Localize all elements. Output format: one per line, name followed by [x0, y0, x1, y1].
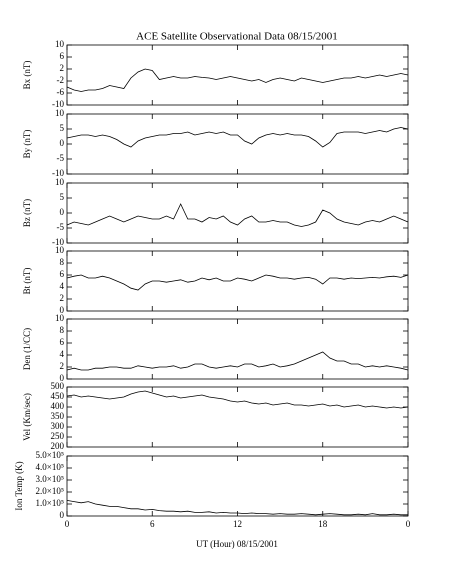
y-tick-label: 2 [60, 293, 65, 303]
y-tick-label: 10 [55, 313, 65, 323]
y-tick-label: -5 [57, 153, 65, 163]
y-tick-label: 200 [51, 441, 65, 451]
y-tick-label: 5 [60, 192, 65, 202]
y-axis-label: Bt (nT) [22, 268, 32, 295]
y-tick-label: 10 [55, 108, 65, 118]
y-tick-label: -10 [52, 237, 64, 247]
y-tick-label: 8 [60, 325, 65, 335]
y-tick-label: -6 [57, 87, 65, 97]
y-tick-label: 4.0×10⁵ [36, 462, 64, 472]
y-tick-label: 0 [60, 207, 65, 217]
y-tick-label: 6 [60, 51, 65, 61]
data-line [66, 68, 409, 92]
y-tick-label: 450 [51, 391, 65, 401]
data-line [66, 500, 408, 516]
y-tick-label: 300 [51, 421, 65, 431]
y-tick-label: 2.0×10⁵ [36, 486, 64, 496]
y-tick-label: 0 [60, 373, 65, 383]
y-axis-label: Vel (Km/sec) [22, 393, 32, 441]
x-tick-label: 18 [318, 519, 328, 529]
y-tick-label: 4 [60, 281, 65, 291]
y-tick-label: -5 [57, 222, 65, 232]
y-tick-label: 8 [60, 257, 65, 267]
data-line [66, 203, 409, 227]
y-tick-label: 3.0×10⁵ [36, 474, 64, 484]
y-tick-label: 10 [55, 245, 65, 255]
x-axis-label: UT (Hour) 08/15/2001 [196, 539, 278, 549]
y-tick-label: 4 [60, 349, 65, 359]
y-axis-label: Den (1/CC) [22, 328, 32, 370]
y-tick-label: -10 [52, 168, 64, 178]
x-tick-label: 0 [65, 519, 70, 529]
y-axis-label: Bz (nT) [22, 199, 32, 227]
y-tick-label: 6 [60, 269, 65, 279]
y-tick-label: 1.0×10⁵ [36, 498, 64, 508]
chart-title: ACE Satellite Observational Data 08/15/2… [136, 31, 338, 43]
y-tick-label: 6 [60, 337, 65, 347]
y-tick-label: 2 [60, 63, 65, 73]
x-tick-label: 6 [150, 519, 155, 529]
y-tick-label: 350 [51, 411, 65, 421]
data-line [66, 274, 409, 291]
y-tick-label: 0 [60, 510, 65, 520]
data-line [66, 390, 409, 409]
y-tick-label: 5.0×10⁵ [36, 450, 64, 460]
data-line [66, 127, 409, 148]
y-tick-label: 0 [60, 305, 65, 315]
y-axis-label: By (nT) [22, 130, 32, 159]
y-tick-label: 250 [51, 431, 65, 441]
y-tick-label: 500 [51, 381, 65, 391]
y-tick-label: 5 [60, 123, 65, 133]
y-axis-label: Ion Temp (K) [14, 461, 24, 510]
y-axis-label: Bx (nT) [22, 61, 32, 90]
y-tick-label: 10 [55, 39, 65, 49]
x-tick-label: 0 [406, 519, 411, 529]
y-tick-label: -2 [57, 75, 65, 85]
y-tick-label: 0 [60, 138, 65, 148]
y-tick-label: -10 [52, 99, 64, 109]
x-tick-label: 12 [233, 519, 242, 529]
y-tick-label: 2 [60, 361, 65, 371]
y-tick-label: 10 [55, 177, 65, 187]
y-tick-label: 400 [51, 401, 65, 411]
data-line [66, 351, 409, 371]
